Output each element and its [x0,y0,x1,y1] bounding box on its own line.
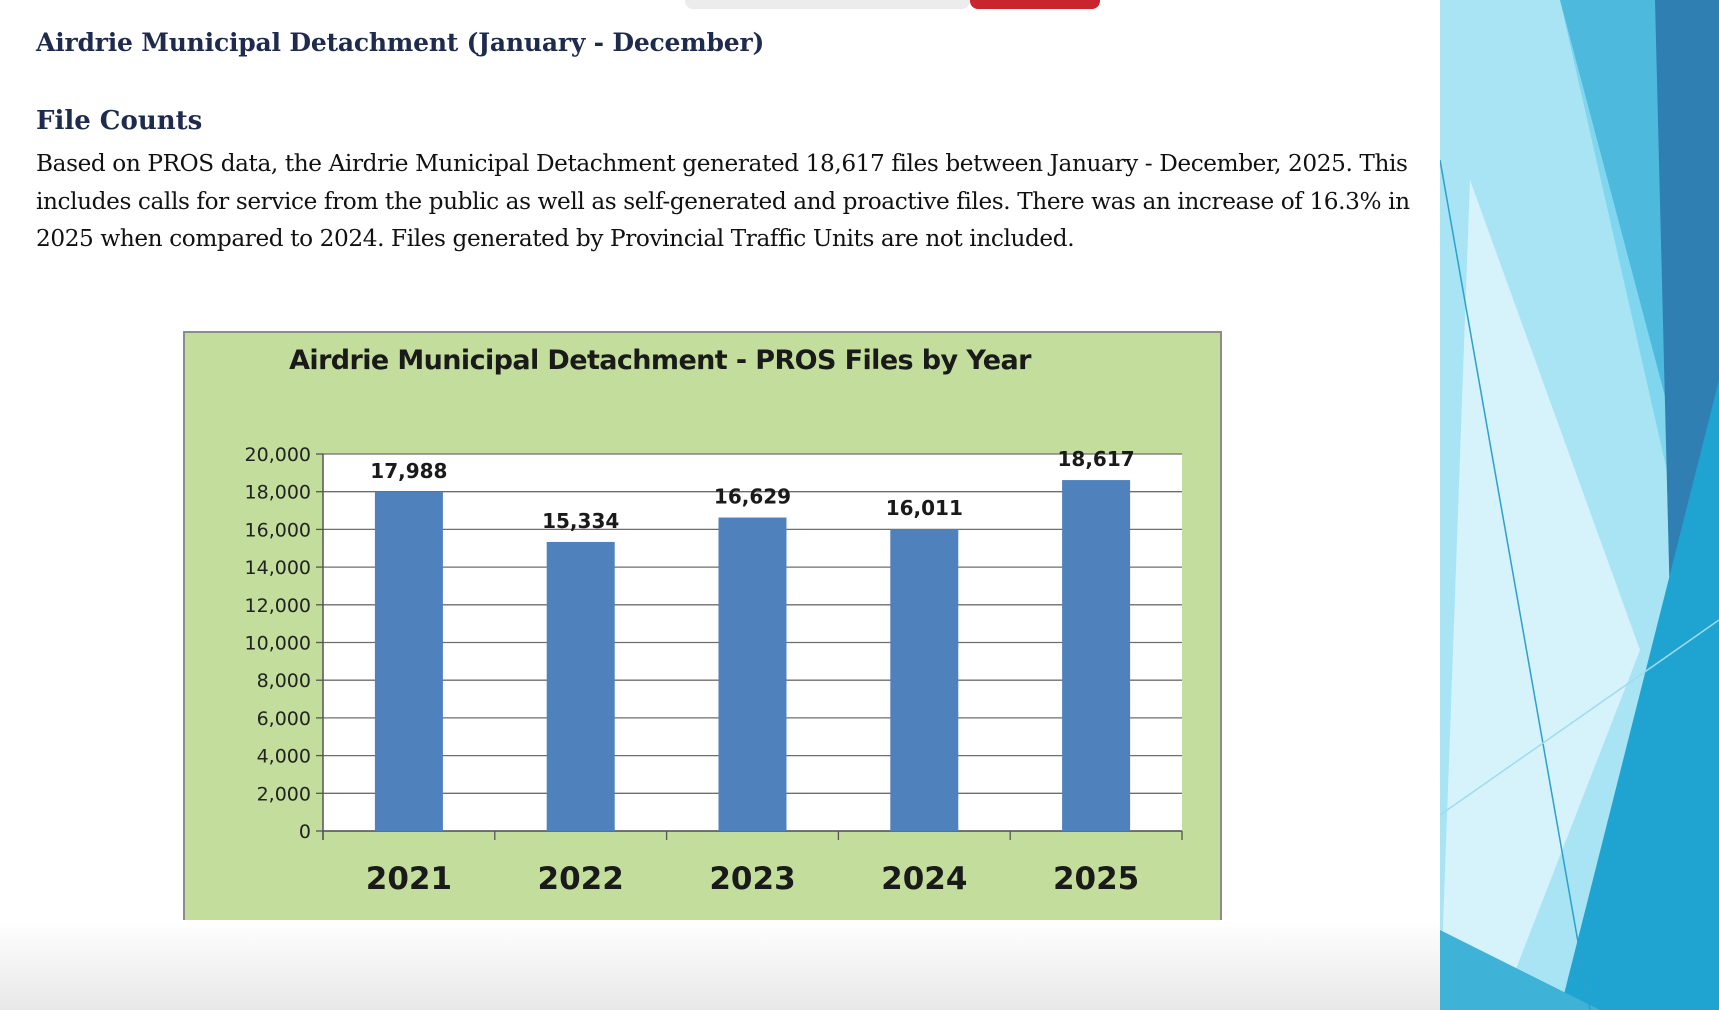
section-heading: File Counts [36,106,203,136]
bar [890,529,959,831]
y-tick-label: 18,000 [245,482,311,504]
y-tick-label: 4,000 [257,746,311,768]
bar-chart: Airdrie Municipal Detachment - PROS File… [183,331,1222,944]
x-tick-label: 2021 [366,861,452,897]
x-tick-label: 2023 [709,861,795,897]
data-label: 16,011 [886,496,963,520]
chart-plot: 0 2,000 4,000 6,000 8,000 10,000 12,000 14,000 1… [245,444,1183,897]
chart-title: Airdrie Municipal Detachment - PROS File… [289,345,1031,376]
top-tab [685,0,970,9]
x-tick-label: 2022 [538,861,624,897]
x-tick-label: 2025 [1053,861,1139,897]
y-tick-label: 14,000 [245,557,311,579]
y-tick-label: 2,000 [257,783,311,805]
y-tick-label: 10,000 [245,633,311,655]
bar [546,541,615,831]
y-tick-label: 6,000 [257,708,311,730]
bar [1062,480,1131,831]
document-page: Airdrie Municipal Detachment (January - … [0,0,1440,1010]
x-tick-label: 2024 [881,861,967,897]
section-paragraph: Based on PROS data, the Airdrie Municipa… [36,150,1410,252]
data-label: 17,988 [370,459,447,483]
y-tick-label: 0 [299,821,311,843]
y-tick-label: 16,000 [245,519,311,541]
data-label: 18,617 [1058,447,1135,471]
top-tab-accent [970,0,1100,9]
data-label: 16,629 [714,485,791,509]
y-tick-label: 20,000 [245,444,311,466]
document-title: Airdrie Municipal Detachment (January - … [36,28,765,57]
bar [718,517,787,831]
y-tick-label: 12,000 [245,595,311,617]
data-label: 15,334 [542,509,619,533]
y-tick-label: 8,000 [257,670,311,692]
bottom-shade [0,920,1440,1010]
bar [374,491,443,831]
